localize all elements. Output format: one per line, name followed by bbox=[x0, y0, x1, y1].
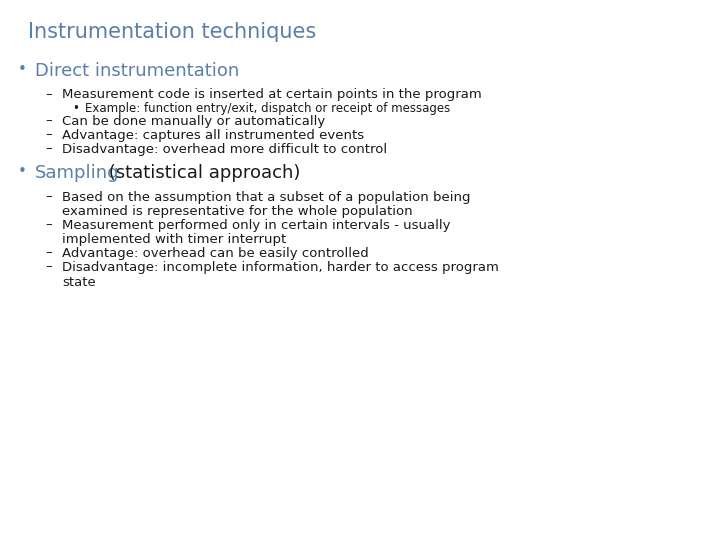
Text: •: • bbox=[72, 102, 79, 115]
Text: –: – bbox=[45, 114, 52, 127]
Text: •: • bbox=[18, 165, 27, 179]
Text: Advantage: captures all instrumented events: Advantage: captures all instrumented eve… bbox=[62, 129, 364, 141]
Text: Based on the assumption that a subset of a population being
examined is represen: Based on the assumption that a subset of… bbox=[62, 191, 470, 219]
Text: –: – bbox=[45, 88, 52, 101]
Text: –: – bbox=[45, 143, 52, 156]
Text: Disadvantage: incomplete information, harder to access program
state: Disadvantage: incomplete information, ha… bbox=[62, 260, 499, 288]
Text: –: – bbox=[45, 191, 52, 204]
Text: –: – bbox=[45, 246, 52, 260]
Text: Disadvantage: overhead more difficult to control: Disadvantage: overhead more difficult to… bbox=[62, 143, 387, 156]
Text: Measurement performed only in certain intervals - usually
implemented with timer: Measurement performed only in certain in… bbox=[62, 219, 451, 246]
Text: Advantage: overhead can be easily controlled: Advantage: overhead can be easily contro… bbox=[62, 246, 369, 260]
Text: Instrumentation techniques: Instrumentation techniques bbox=[28, 22, 316, 42]
Text: •: • bbox=[18, 62, 27, 77]
Text: Direct instrumentation: Direct instrumentation bbox=[35, 62, 239, 80]
Text: –: – bbox=[45, 260, 52, 273]
Text: Sampling: Sampling bbox=[35, 165, 120, 183]
Text: –: – bbox=[45, 219, 52, 232]
Text: Measurement code is inserted at certain points in the program: Measurement code is inserted at certain … bbox=[62, 88, 482, 101]
Text: (statistical approach): (statistical approach) bbox=[103, 165, 300, 183]
Text: –: – bbox=[45, 129, 52, 141]
Text: Can be done manually or automatically: Can be done manually or automatically bbox=[62, 114, 325, 127]
Text: Example: function entry/exit, dispatch or receipt of messages: Example: function entry/exit, dispatch o… bbox=[85, 102, 450, 115]
